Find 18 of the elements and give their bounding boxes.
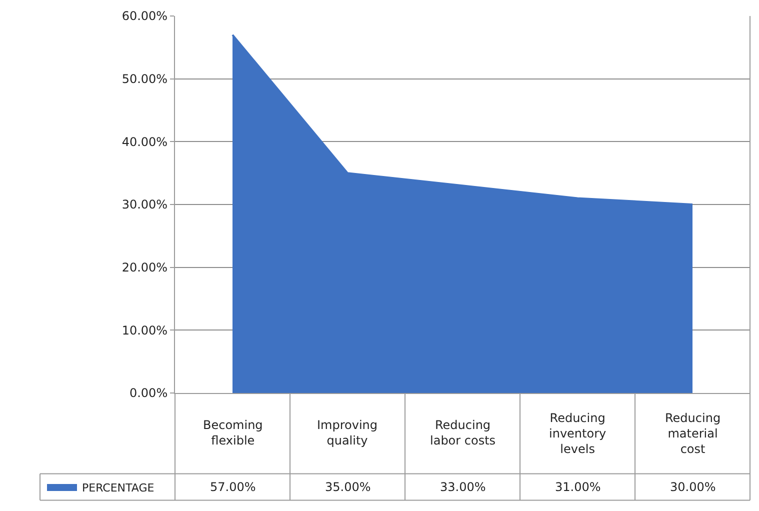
data-label: 57.00% [210, 480, 256, 494]
y-tick-label: 60.00% [122, 9, 168, 24]
y-tick-label: 20.00% [122, 260, 168, 275]
y-tick-label: 40.00% [122, 134, 168, 149]
data-label: 35.00% [325, 480, 371, 494]
x-tick-label: Improving quality [317, 418, 378, 448]
x-tick-label: Becoming flexible [203, 418, 263, 448]
x-tick-label: Reducing labor costs [430, 418, 496, 448]
x-tick-label: Reducing material cost [665, 411, 721, 456]
data-label: 33.00% [440, 480, 486, 494]
x-tick-label: Reducing inventory levels [549, 411, 606, 456]
y-tick-label: 50.00% [122, 72, 168, 86]
y-tick-label: 30.00% [122, 198, 168, 212]
data-label: 31.00% [555, 480, 601, 494]
y-tick-label: 10.00% [122, 323, 168, 338]
data-label: 30.00% [670, 480, 716, 494]
legend-label: PERCENTAGE [82, 481, 154, 494]
y-tick-label: 0.00% [129, 386, 168, 400]
